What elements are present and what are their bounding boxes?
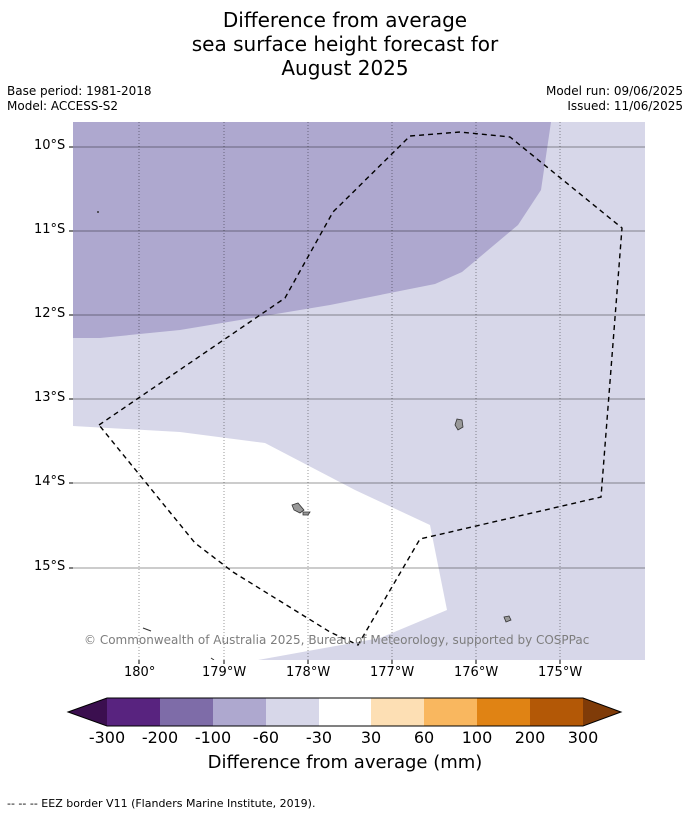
- eez-border: [97, 131, 623, 646]
- base-period: Base period: 1981-2018: [7, 84, 152, 98]
- colorbar-tick-label: 60: [413, 728, 435, 747]
- colorbar-tick-label: 30: [360, 728, 382, 747]
- lat-label: 10°S: [34, 138, 66, 153]
- colorbar-segment: [477, 698, 530, 726]
- colorbar-segment: [319, 698, 371, 726]
- colorbar-segment: [371, 698, 424, 726]
- title-line-2: sea surface height forecast for: [191, 32, 499, 56]
- colorbar-tick-label: -200: [141, 728, 179, 747]
- colorbar-segment: [424, 698, 477, 726]
- lat-label: 14°S: [34, 474, 66, 489]
- colorbar-tick-label: -30: [305, 728, 333, 747]
- issued-date: Issued: 11/06/2025: [567, 99, 683, 113]
- island: [291, 502, 305, 514]
- lon-label: 176°W: [454, 665, 499, 680]
- graticule: [73, 122, 645, 660]
- lon-label: 180°: [124, 665, 156, 680]
- meta-right: Model run: 09/06/2025 Issued: 11/06/2025: [546, 84, 683, 114]
- colorbar-tick-label: 300: [567, 728, 599, 747]
- title-line-3: August 2025: [281, 56, 409, 80]
- copyright-notice: © Commonwealth of Australia 2025, Bureau…: [84, 633, 590, 647]
- lat-label: 12°S: [34, 306, 66, 321]
- lon-label: 177°W: [370, 665, 415, 680]
- colorbar-tick-label: -60: [252, 728, 280, 747]
- colorbar-title: Difference from average (mm): [207, 752, 483, 773]
- anomaly-band-neutral: [73, 426, 447, 660]
- colorbar-tick-label: -300: [88, 728, 126, 747]
- chart-title: Difference from average sea surface heig…: [0, 8, 690, 80]
- colorbar-tick-label: 100: [461, 728, 493, 747]
- map-area: [73, 122, 645, 660]
- colorbar-segment: [530, 698, 583, 726]
- lat-label: 11°S: [34, 222, 66, 237]
- colorbar-segment: [213, 698, 266, 726]
- colorbar-outline: [66, 697, 623, 727]
- axis-ticks: [69, 146, 561, 664]
- lon-label: 175°W: [538, 665, 583, 680]
- eez-footnote: -- -- -- EEZ border V11 (Flanders Marine…: [7, 797, 316, 810]
- model-name: Model: ACCESS-S2: [7, 99, 119, 113]
- lat-label: 15°S: [34, 559, 66, 574]
- island: [97, 211, 99, 213]
- colorbar-tick-label: -100: [194, 728, 232, 747]
- lon-label: 178°W: [286, 665, 331, 680]
- model-run: Model run: 09/06/2025: [545, 84, 683, 98]
- meta-left: Base period: 1981-2018 Model: ACCESS-S2: [7, 84, 152, 114]
- colorbar-tick-label: 200: [514, 728, 546, 747]
- island: [142, 627, 152, 632]
- island: [210, 657, 215, 660]
- colorbar-segment: [107, 698, 160, 726]
- colorbar-extend-low: [68, 698, 107, 726]
- island: [454, 418, 464, 431]
- lon-label: 179°W: [202, 665, 247, 680]
- title-line-1: Difference from average: [222, 8, 468, 32]
- colorbar: [66, 697, 623, 727]
- colorbar-segment: [160, 698, 213, 726]
- island: [503, 615, 512, 623]
- anomaly-band-medium: [73, 122, 551, 338]
- colorbar-segment: [266, 698, 319, 726]
- colorbar-extend-high: [583, 698, 621, 726]
- lat-label: 13°S: [34, 390, 66, 405]
- island: [302, 511, 311, 516]
